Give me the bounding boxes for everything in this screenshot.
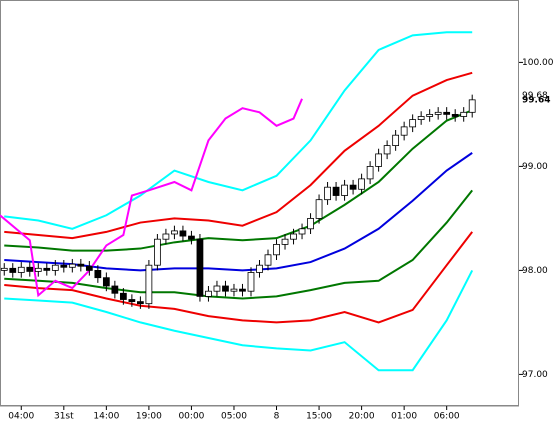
candle-body xyxy=(409,119,417,128)
candle-body xyxy=(17,266,25,273)
band-line xyxy=(4,31,473,230)
candle-body xyxy=(0,267,8,271)
x-tick-label: 14:00 xyxy=(93,412,119,422)
candle-body xyxy=(358,178,365,190)
x-tick-label: 20:00 xyxy=(349,412,375,422)
candle-body xyxy=(230,288,238,292)
candle-body xyxy=(426,114,434,117)
candle-body xyxy=(451,114,459,117)
candle-body xyxy=(119,292,127,300)
x-tick-label: 06:00 xyxy=(434,412,460,422)
price-label: 99.68 xyxy=(522,91,548,101)
x-tick-label: 8 xyxy=(274,412,280,422)
candle-body xyxy=(205,290,212,297)
y-tick-label: 97.00 xyxy=(522,370,548,380)
candle-body xyxy=(68,263,76,268)
candle-body xyxy=(26,266,34,272)
x-tick-label: 31st xyxy=(54,412,74,422)
candle-body xyxy=(366,165,374,180)
y-tick-label: 98.00 xyxy=(522,266,548,276)
candle-body xyxy=(162,233,170,240)
candle-body xyxy=(51,264,59,271)
candle-body xyxy=(128,299,136,302)
candle-body xyxy=(239,288,246,292)
candle-body xyxy=(188,235,195,240)
candle-body xyxy=(85,265,93,271)
candle-body xyxy=(264,254,272,266)
candle-body xyxy=(273,243,280,256)
x-tick-label: 00:00 xyxy=(178,412,204,422)
band-line xyxy=(4,109,473,252)
band-line xyxy=(4,71,473,240)
band-line xyxy=(4,231,473,324)
candle-body xyxy=(307,217,314,230)
price-label: 99.64 xyxy=(522,95,550,105)
candle-body xyxy=(315,199,323,219)
candle-body xyxy=(77,263,85,267)
candle-body xyxy=(400,126,408,136)
band-line xyxy=(4,269,474,372)
candle-body xyxy=(179,230,187,237)
x-tick-label: 04:00 xyxy=(8,412,34,422)
band-line xyxy=(0,98,303,298)
candle-body xyxy=(290,233,297,240)
candle-body xyxy=(443,111,451,115)
candle-body xyxy=(383,145,391,155)
x-tick-label: 19:00 xyxy=(136,412,162,422)
candle-body xyxy=(196,238,204,297)
candle-body xyxy=(111,285,119,294)
candle-body xyxy=(417,116,425,121)
candle-body xyxy=(298,228,306,235)
candle-body xyxy=(332,186,340,196)
candle-body xyxy=(324,186,331,201)
candle-body xyxy=(392,134,400,146)
candle-body xyxy=(341,184,348,196)
y-tick-label: 100.00 xyxy=(522,58,553,68)
candle-body xyxy=(256,264,263,273)
candle-body xyxy=(460,111,468,117)
candle-body xyxy=(468,99,476,113)
candle-body xyxy=(213,285,221,292)
candle-body xyxy=(145,264,153,305)
x-tick-label: 05:00 xyxy=(221,412,247,422)
candle-body xyxy=(281,238,289,245)
candle-body xyxy=(43,267,51,271)
candle-body xyxy=(154,238,161,266)
candle-body xyxy=(9,267,17,273)
candle-body xyxy=(137,301,144,305)
candle-body xyxy=(375,153,382,167)
band-line xyxy=(4,189,473,300)
x-tick-label: 15:00 xyxy=(306,412,332,422)
candle-body xyxy=(34,267,42,272)
candle-body xyxy=(171,230,178,235)
candle-body xyxy=(102,277,110,287)
candle-body xyxy=(222,285,229,292)
candle-body xyxy=(247,272,255,292)
candle-body xyxy=(94,269,102,279)
candle-body xyxy=(349,184,357,190)
candle-body xyxy=(434,111,442,115)
candle-body xyxy=(60,264,68,268)
y-tick-label: 99.00 xyxy=(522,162,548,172)
plot-frame xyxy=(0,0,519,406)
x-tick-label: 01:00 xyxy=(391,412,417,422)
